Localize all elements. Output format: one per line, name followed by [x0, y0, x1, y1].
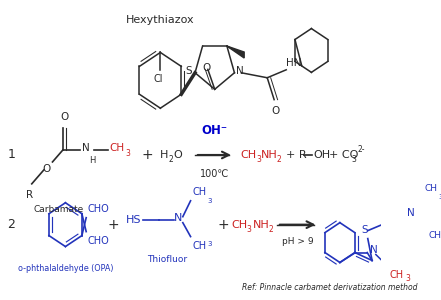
- Text: 2-: 2-: [357, 145, 365, 154]
- Text: pH > 9: pH > 9: [282, 237, 314, 246]
- Text: OH: OH: [313, 150, 330, 160]
- Text: Cl: Cl: [154, 74, 163, 84]
- Text: 3: 3: [208, 198, 212, 204]
- Text: Carbamate: Carbamate: [34, 205, 84, 214]
- Text: O: O: [202, 63, 210, 74]
- Text: CH: CH: [231, 220, 247, 230]
- Text: HN: HN: [286, 58, 302, 68]
- Text: O: O: [272, 106, 280, 116]
- Text: + CO: + CO: [329, 150, 358, 160]
- Text: 3: 3: [351, 155, 356, 164]
- Text: Hexythiazox: Hexythiazox: [126, 15, 194, 25]
- Text: +: +: [142, 148, 153, 162]
- Text: O: O: [42, 164, 51, 174]
- Text: N: N: [236, 66, 244, 76]
- Text: CH: CH: [425, 184, 438, 193]
- Text: N: N: [82, 143, 90, 153]
- Text: HS: HS: [126, 215, 141, 225]
- Text: 2: 2: [7, 218, 15, 231]
- Text: CH: CH: [390, 270, 404, 280]
- Text: +: +: [217, 218, 229, 232]
- Text: S: S: [185, 66, 191, 76]
- Text: Thiofluor: Thiofluor: [147, 254, 187, 263]
- Text: +: +: [107, 218, 119, 232]
- Text: CH: CH: [241, 150, 257, 160]
- Text: N: N: [174, 213, 183, 223]
- Text: + R: + R: [285, 150, 306, 160]
- Text: 3: 3: [256, 155, 261, 164]
- Text: 2: 2: [268, 225, 273, 234]
- Text: NH: NH: [253, 220, 269, 230]
- Text: CHO: CHO: [88, 236, 110, 246]
- Text: CH: CH: [428, 231, 441, 240]
- Text: 100℃: 100℃: [200, 169, 229, 179]
- Text: 2: 2: [168, 155, 173, 164]
- Text: OH⁻: OH⁻: [201, 124, 228, 137]
- Text: CHO: CHO: [88, 204, 110, 214]
- Text: 3: 3: [247, 225, 251, 234]
- Text: H: H: [161, 150, 169, 160]
- Text: 3: 3: [208, 241, 212, 247]
- Text: R: R: [26, 190, 34, 200]
- Text: 3: 3: [438, 194, 441, 200]
- Text: 3: 3: [405, 274, 410, 284]
- Text: CH: CH: [109, 143, 124, 153]
- Text: 1: 1: [7, 148, 15, 161]
- Text: S: S: [362, 225, 369, 235]
- Text: CH: CH: [192, 241, 206, 250]
- Text: NH: NH: [262, 150, 278, 160]
- Text: N: N: [370, 244, 377, 254]
- Text: CH: CH: [192, 187, 206, 197]
- Text: N: N: [407, 208, 415, 218]
- Text: H: H: [89, 156, 95, 165]
- Text: 3: 3: [125, 149, 130, 158]
- Text: o-phthalaldehyde (OPA): o-phthalaldehyde (OPA): [18, 265, 113, 274]
- Text: Ref: Pinnacle carbamet derivatization method: Ref: Pinnacle carbamet derivatization me…: [243, 283, 418, 292]
- Text: 2: 2: [277, 155, 282, 164]
- Text: O: O: [173, 150, 182, 160]
- Polygon shape: [227, 46, 244, 58]
- Text: O: O: [60, 112, 69, 122]
